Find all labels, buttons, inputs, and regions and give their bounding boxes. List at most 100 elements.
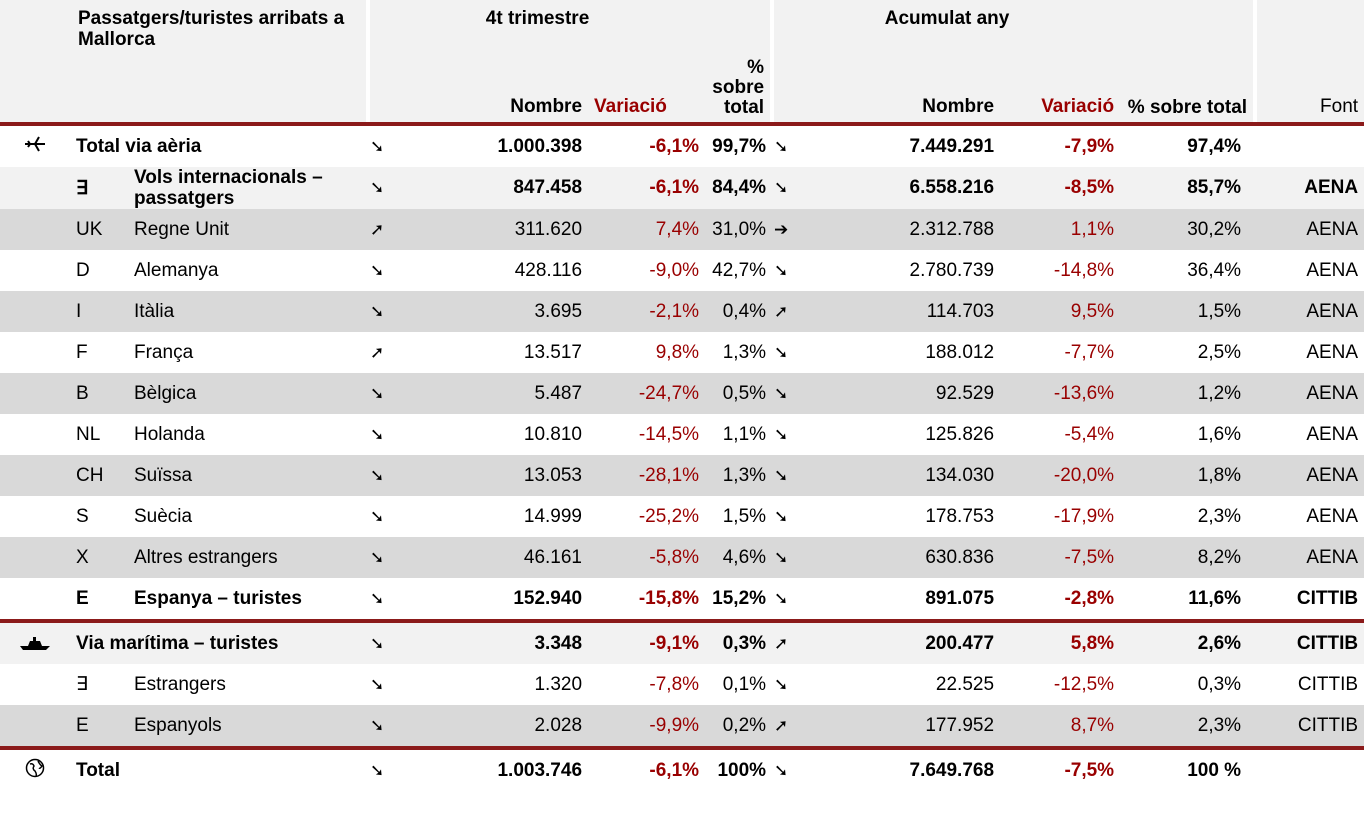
table-title: Passatgers/turistes arribats a Mallorca <box>70 0 369 126</box>
source <box>1255 124 1364 167</box>
source: AENA <box>1306 505 1359 527</box>
source: AENA <box>1306 259 1359 281</box>
trend-arrow: ➘ <box>370 383 385 404</box>
trend-arrow: ➚ <box>772 705 811 750</box>
year-number: 178.753 <box>925 505 995 527</box>
trend-arrow: ➘ <box>370 260 385 281</box>
quarter-share: 0,2% <box>705 705 773 750</box>
table-row: CH Suïssa ➘ 13.053 -28,1% 1,3% ➘ 134.030 -20,0% 1… <box>0 455 1364 496</box>
row-name: Total via aèria <box>76 135 202 157</box>
source: AENA <box>1306 300 1359 322</box>
year-variation: 9,5% <box>1070 300 1115 322</box>
table-row: X Altres estrangers ➘ 46.161 -5,8% 4,6% ➘ 630.8… <box>0 537 1364 578</box>
globe-icon <box>25 758 45 777</box>
table-row: D Alemanya ➘ 428.116 -9,0% 42,7% ➘ 2.780.739 -14… <box>0 250 1364 291</box>
trend-arrow: ➘ <box>370 465 385 486</box>
row-name: Regne Unit <box>134 219 230 240</box>
year-share: 1,6% <box>1197 423 1242 445</box>
quarter-share: 4,6% <box>722 546 767 568</box>
row-code: ∃ <box>76 177 89 199</box>
row-name: Vols internacionals – passatgers <box>134 167 323 209</box>
year-variation: -7,5% <box>1064 546 1115 568</box>
trend-arrow: ➘ <box>774 260 789 281</box>
year-share: 11,6% <box>1120 578 1256 623</box>
trend-arrow: ➚ <box>774 301 789 322</box>
row-code: CH <box>76 464 104 486</box>
quarter-variation: -25,2% <box>638 505 700 527</box>
table-row: UK Regne Unit ➚ 311.620 7,4% 31,0% ➔ 2.312.788 1… <box>0 209 1364 250</box>
year-number: 2.780.739 <box>909 259 995 281</box>
year-number: 200.477 <box>925 632 995 654</box>
row-code: B <box>76 382 89 404</box>
quarter-variation: -14,5% <box>638 423 700 445</box>
header-row: Passatgers/turistes arribats a Mallorca … <box>0 0 1364 126</box>
trend-arrow: ➘ <box>370 674 385 695</box>
row-code: I <box>76 300 82 322</box>
trend-arrow: ➘ <box>774 383 789 404</box>
header-cell <box>0 0 70 126</box>
year-number: 22.525 <box>935 673 995 695</box>
quarter-share: 84,4% <box>712 177 767 198</box>
quarter-variation: -2,1% <box>649 300 700 322</box>
year-variation: -13,6% <box>1053 382 1115 404</box>
source <box>1255 748 1364 791</box>
trend-arrow: ➘ <box>774 136 789 157</box>
row-icon-cell <box>0 621 70 664</box>
trend-arrow: ➘ <box>370 424 385 445</box>
group-header: 4t trimestre <box>366 0 706 80</box>
year-number: 114.703 <box>926 300 995 322</box>
trend-arrow: ➚ <box>370 342 385 363</box>
quarter-variation: -24,7% <box>638 382 700 404</box>
quarter-share: 0,1% <box>722 673 767 695</box>
table-row: Total ➘ 1.003.746 -6,1% 100% ➘ 7.649.768 -7,5% 1… <box>0 748 1364 791</box>
trend-arrow: ➘ <box>774 178 789 198</box>
row-icon-cell <box>0 455 70 496</box>
row-icon-cell <box>0 496 70 537</box>
column-header: % sobre total <box>705 0 773 126</box>
year-number: 188.012 <box>925 341 995 363</box>
year-number: 6.558.216 <box>909 177 995 198</box>
trend-arrow: ➘ <box>368 705 399 750</box>
quarter-number: 311.620 <box>514 218 583 240</box>
trend-arrow: ➘ <box>774 674 789 695</box>
ship-icon <box>20 636 50 650</box>
quarter-variation: -28,1% <box>638 464 700 486</box>
quarter-number: 13.053 <box>523 464 583 486</box>
year-variation: -8,5% <box>1064 177 1115 198</box>
quarter-number: 14.999 <box>523 505 583 527</box>
trend-arrow: ➘ <box>370 136 385 157</box>
row-name: Total <box>76 759 120 781</box>
row-name: Itàlia <box>134 301 175 322</box>
quarter-variation: -6,1% <box>649 135 700 157</box>
year-variation: 5,8% <box>1070 632 1115 654</box>
row-name: Alemanya <box>134 260 219 281</box>
row-code: ∃ <box>76 674 89 695</box>
quarter-variation: -5,8% <box>649 546 700 568</box>
quarter-number: 3.348 <box>534 632 583 654</box>
quarter-variation: -9,1% <box>649 632 700 654</box>
row-name: Suïssa <box>134 465 193 486</box>
trend-arrow: ➘ <box>774 342 789 363</box>
trend-arrow: ➘ <box>774 547 789 568</box>
column-header: Nombre <box>810 80 1001 126</box>
quarter-number: 1.000.398 <box>497 135 583 157</box>
year-share: 1,2% <box>1197 382 1242 404</box>
year-share: 30,2% <box>1187 218 1242 240</box>
trend-arrow: ➘ <box>368 578 399 623</box>
source: CITTIB <box>1297 673 1359 695</box>
header-cell <box>770 80 811 126</box>
year-variation: -5,4% <box>1064 423 1115 445</box>
year-variation: -7,5% <box>1064 759 1115 781</box>
row-name: Holanda <box>134 424 205 445</box>
column-header: Variació <box>1000 80 1121 126</box>
quarter-number: 1.320 <box>534 673 583 695</box>
row-name: Espanya – turistes <box>128 578 369 623</box>
table-row: S Suècia ➘ 14.999 -25,2% 1,5% ➘ 178.753 -17,9% 2,… <box>0 496 1364 537</box>
year-number: 92.529 <box>935 382 995 404</box>
quarter-number: 13.517 <box>523 341 583 363</box>
table-header: Passatgers/turistes arribats a Mallorca … <box>0 0 1364 126</box>
year-variation: -2,8% <box>1000 578 1121 623</box>
row-icon-cell <box>0 373 70 414</box>
quarter-number: 847.458 <box>513 177 583 198</box>
quarter-variation: -7,8% <box>649 673 700 695</box>
